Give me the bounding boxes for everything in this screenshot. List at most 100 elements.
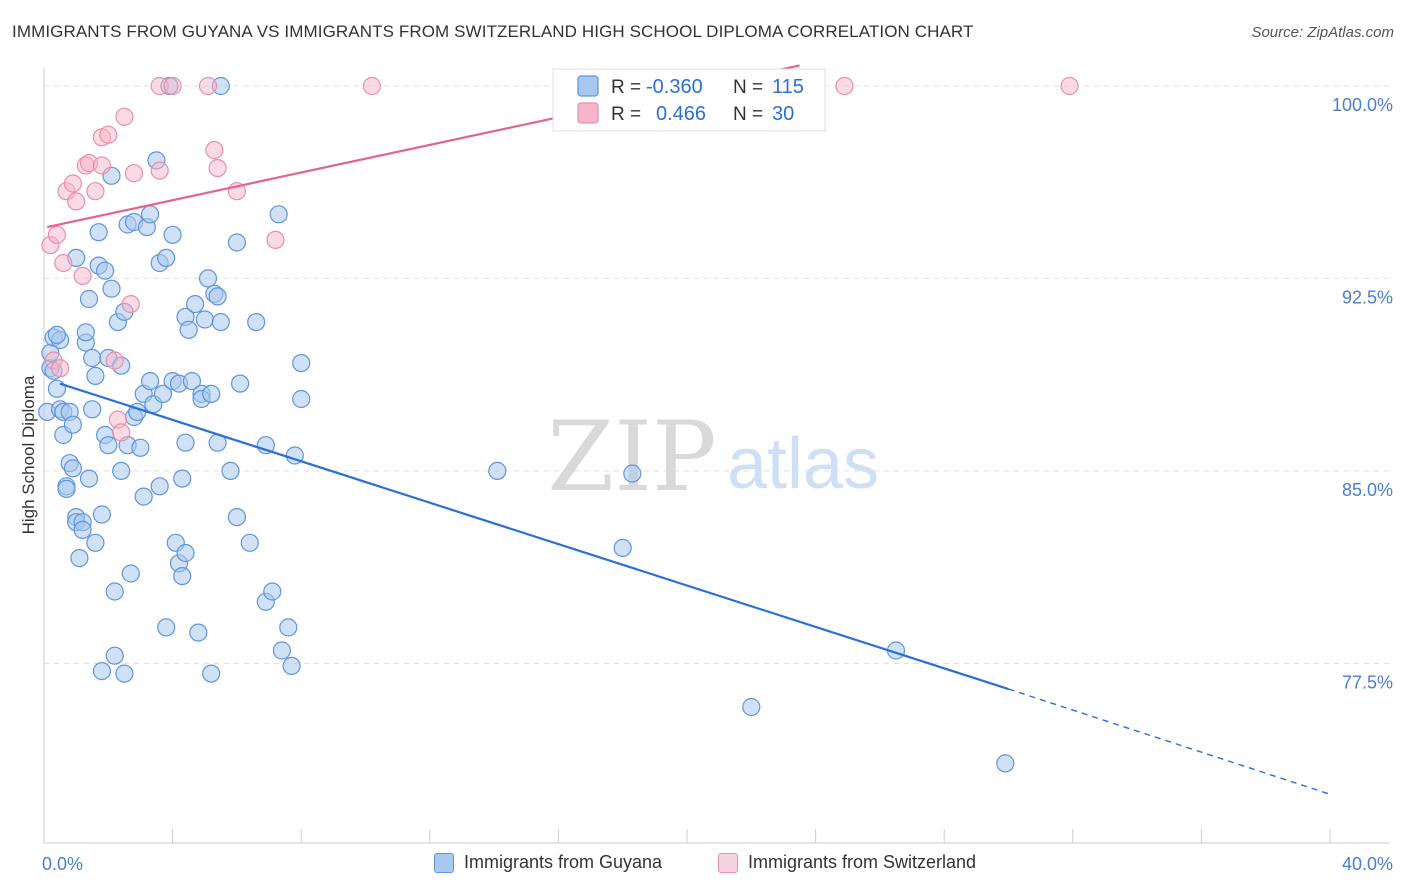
point-guyana [292,389,311,409]
point-guyana [153,384,173,403]
point-guyana [996,754,1015,773]
point-guyana [86,366,105,385]
point-guyana [282,656,301,676]
legend-bottom: Immigrants from Guyana Immigrants from S… [0,852,1406,878]
point-guyana [70,548,89,568]
point-switzerland [1060,76,1079,96]
point-guyana [105,646,124,665]
y-axis-label: High School Diploma [19,375,38,534]
point-guyana [195,310,214,329]
axis-layer [43,68,1390,844]
point-switzerland [50,359,70,378]
point-guyana [83,400,102,419]
point-switzerland [124,164,144,183]
point-guyana [112,461,131,480]
point-guyana [173,566,192,586]
point-guyana [92,505,112,524]
legend-swatch-guyana [577,75,599,97]
point-guyana [227,507,246,527]
point-guyana [198,269,218,288]
legend-n-label-guyana: N = [733,77,763,98]
point-guyana [240,533,259,552]
legend-r-label-switzerland: R = [611,104,641,125]
point-guyana [47,325,67,344]
point-guyana [623,464,642,483]
point-guyana [99,436,118,455]
point-switzerland [92,156,112,175]
point-guyana [742,697,761,717]
y-tick-label-1: 92.5% [1342,287,1393,307]
point-guyana [121,564,140,583]
y-tick-label-0: 100.0% [1332,95,1393,115]
point-guyana [221,461,240,480]
point-guyana [83,348,102,368]
point-guyana [227,233,246,252]
point-guyana [63,415,83,434]
legend-r-value-guyana: -0.360 [646,76,703,98]
point-guyana [176,543,195,563]
point-guyana [134,487,153,506]
point-switzerland [67,192,86,211]
point-guyana [189,623,208,642]
points-layer [38,76,1079,773]
legend-label-guyana: Immigrants from Guyana [464,852,663,872]
point-guyana [57,479,76,498]
grid-layer [44,85,1390,664]
watermark: ZIP atlas [547,401,879,513]
point-guyana [131,438,150,457]
legend-n-value-switzerland: 30 [772,103,794,125]
point-guyana [115,664,134,683]
point-guyana [102,279,121,298]
point-guyana [79,289,99,309]
point-guyana [208,287,227,306]
point-switzerland [362,76,381,96]
chart-title: IMMIGRANTS FROM GUYANA VS IMMIGRANTS FRO… [12,22,974,41]
legend-top: R = -0.360 N = 115 R = 0.466 N = 30 [552,68,826,132]
point-guyana [157,248,176,267]
point-switzerland [266,230,285,249]
watermark-atlas: atlas [727,424,879,504]
legend-n-value-guyana: 115 [772,76,804,98]
legend-item-switzerland: Immigrants from Switzerland [718,852,976,873]
legend-r-value-switzerland: 0.466 [656,103,706,125]
x-tick-label-0: 0.0% [42,854,83,874]
point-guyana [269,205,288,224]
point-guyana [211,313,230,332]
point-guyana [272,641,291,660]
point-guyana [488,461,507,480]
point-guyana [95,261,115,280]
legend-n-label-switzerland: N = [733,104,763,125]
point-guyana [179,320,198,339]
point-switzerland [105,351,124,370]
y-tick-label-3: 77.5% [1342,672,1393,692]
point-switzerland [150,161,169,180]
legend-r-label-guyana: R = [611,77,641,98]
point-guyana [202,664,221,683]
point-switzerland [63,174,83,193]
point-guyana [76,323,95,342]
point-guyana [186,295,205,314]
point-switzerland [163,76,182,96]
point-guyana [173,469,192,488]
point-switzerland [205,141,224,160]
point-guyana [141,205,160,224]
point-switzerland [198,76,218,96]
point-guyana [182,372,201,391]
point-guyana [613,538,632,558]
point-guyana [279,618,298,637]
point-guyana [176,433,195,452]
point-guyana [92,661,112,681]
point-switzerland [54,253,73,273]
point-switzerland [115,107,134,126]
legend-label-switzerland: Immigrants from Switzerland [748,852,977,872]
point-switzerland [47,225,67,244]
point-guyana [63,459,83,478]
point-guyana [292,354,311,373]
point-guyana [86,533,105,552]
x-tick-label-1: 40.0% [1342,854,1393,874]
point-switzerland [99,125,118,144]
point-guyana [202,384,221,403]
regression-line-guyana [59,382,1009,691]
point-switzerland [208,159,227,178]
point-guyana [141,372,160,391]
